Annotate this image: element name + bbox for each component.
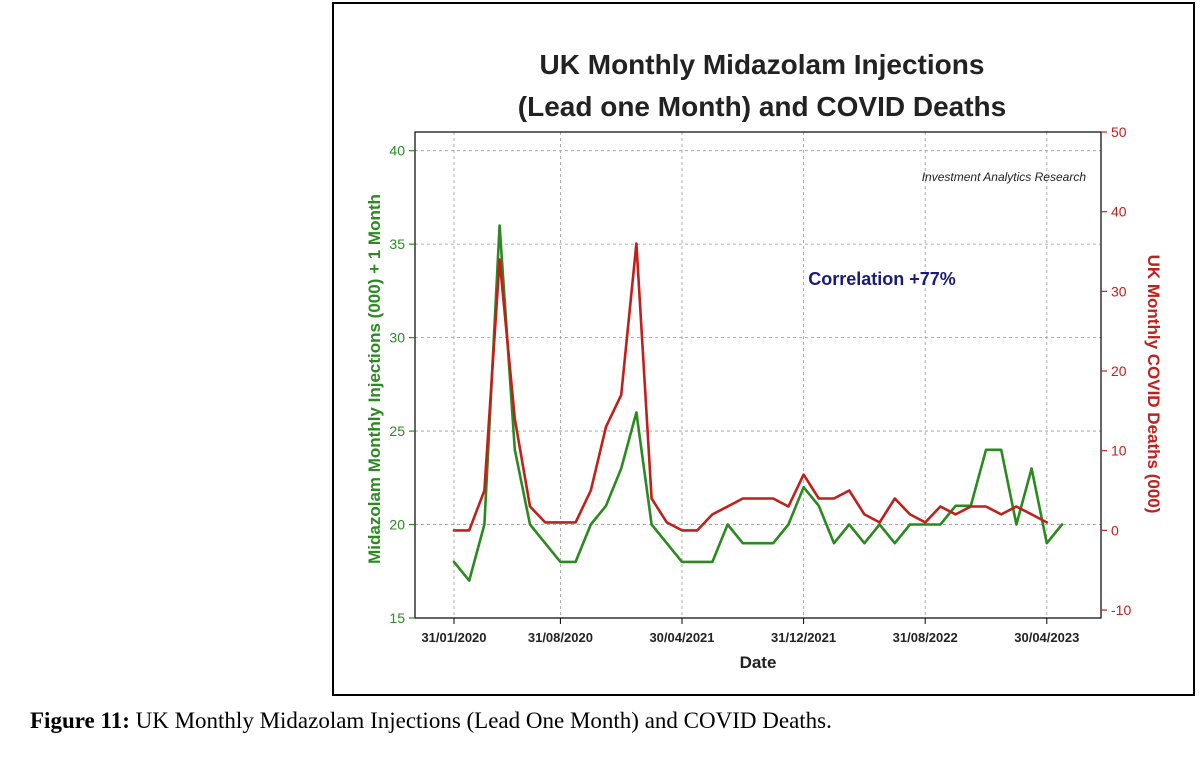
covid-deaths-series-line — [452, 242, 1049, 532]
left-y-tick-label: 20 — [389, 517, 405, 533]
x-tick-label: 30/04/2023 — [1014, 630, 1079, 645]
x-axis: 31/01/2020 31/08/2020 30/04/2021 31/12/2021… — [421, 618, 1079, 645]
left-y-tick-label: 40 — [389, 143, 405, 159]
x-tick-label: 31/01/2020 — [421, 630, 486, 645]
figure-frame: UK Monthly Midazolam Injections (Lead on… — [332, 2, 1195, 696]
left-y-tick-label: 25 — [389, 423, 405, 439]
watermark-label: Investment Analytics Research — [922, 170, 1087, 184]
left-y-tick-label: 30 — [389, 330, 405, 346]
caption-text: UK Monthly Midazolam Injections (Lead On… — [129, 708, 832, 733]
left-y-axis-title: Midazolam Monthly Injections (000) + 1 M… — [365, 194, 384, 564]
right-y-tick-label: 30 — [1111, 283, 1127, 299]
right-y-tick-label: 10 — [1111, 443, 1127, 459]
right-y-tick-label: 20 — [1111, 363, 1127, 379]
series-layer — [452, 224, 1064, 582]
plot-area-border — [414, 131, 1102, 619]
grid — [415, 132, 1101, 618]
figure-caption: Figure 11: UK Monthly Midazolam Injectio… — [30, 708, 832, 734]
x-tick-label: 31/08/2022 — [893, 630, 958, 645]
right-y-axis-title: UK Monthly COVID Deaths (000) — [1144, 255, 1163, 514]
x-tick-label: 31/08/2020 — [528, 630, 593, 645]
x-tick-label: 30/04/2021 — [649, 630, 714, 645]
right-y-tick-label: 40 — [1111, 204, 1127, 220]
chart-title-line-2: (Lead one Month) and COVID Deaths — [518, 91, 1006, 122]
left-y-tick-label: 15 — [389, 610, 405, 626]
right-y-tick-label: -10 — [1111, 602, 1131, 618]
correlation-annotation: Correlation +77% — [808, 269, 956, 289]
x-tick-label: 31/12/2021 — [771, 630, 836, 645]
midazolam-series-line — [452, 224, 1064, 582]
left-y-tick-label: 35 — [389, 236, 405, 252]
chart: UK Monthly Midazolam Injections (Lead on… — [365, 49, 1163, 672]
caption-label: Figure 11: — [30, 708, 130, 733]
chart-title-line-1: UK Monthly Midazolam Injections — [540, 49, 985, 80]
x-axis-title: Date — [740, 653, 777, 672]
right-y-tick-label: 50 — [1111, 124, 1127, 140]
right-y-tick-label: 0 — [1111, 522, 1119, 538]
left-y-axis: 15 20 25 30 35 40 — [389, 143, 415, 626]
right-y-axis: -10 0 10 20 30 40 50 — [1101, 124, 1131, 618]
